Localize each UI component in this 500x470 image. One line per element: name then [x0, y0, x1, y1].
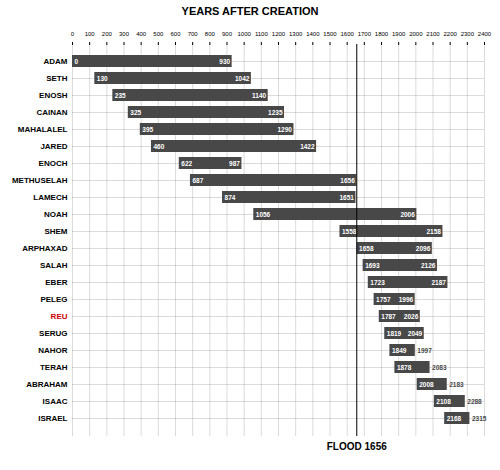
svg-text:ARPHAXAD: ARPHAXAD [22, 244, 68, 253]
svg-text:ISRAEL: ISRAEL [38, 414, 67, 423]
svg-text:NOAH: NOAH [44, 210, 68, 219]
svg-text:1651: 1651 [339, 194, 354, 201]
svg-text:235: 235 [115, 92, 126, 99]
svg-text:CAINAN: CAINAN [36, 108, 67, 117]
svg-text:2158: 2158 [426, 228, 441, 235]
html-text:YEARS AFTER CREATION: YEARS AFTER CREATION [181, 5, 319, 17]
svg-text:1693: 1693 [365, 262, 380, 269]
svg-text:2083: 2083 [432, 364, 447, 371]
svg-text:2100: 2100 [426, 31, 440, 37]
svg-text:1996: 1996 [399, 296, 414, 303]
svg-text:700: 700 [188, 31, 199, 37]
svg-text:REU: REU [51, 312, 68, 321]
svg-text:2108: 2108 [436, 398, 451, 405]
svg-text:ENOSH: ENOSH [39, 91, 68, 100]
svg-text:EBER: EBER [45, 278, 67, 287]
svg-text:460: 460 [153, 143, 164, 150]
svg-text:300: 300 [119, 31, 130, 37]
svg-text:0: 0 [71, 31, 75, 37]
svg-text:ISAAC: ISAAC [43, 397, 68, 406]
svg-text:1235: 1235 [268, 109, 283, 116]
svg-text:SHEM: SHEM [44, 227, 67, 236]
svg-text:1140: 1140 [252, 92, 266, 99]
svg-text:395: 395 [142, 126, 153, 133]
svg-text:0: 0 [75, 58, 79, 65]
svg-text:1500: 1500 [323, 31, 337, 37]
svg-text:SERUG: SERUG [39, 329, 67, 338]
svg-text:MAHALALEL: MAHALALEL [18, 125, 68, 134]
svg-text:2300: 2300 [461, 31, 475, 37]
svg-text:TERAH: TERAH [40, 363, 68, 372]
svg-text:2288: 2288 [467, 398, 482, 405]
svg-text:1400: 1400 [306, 31, 320, 37]
svg-text:2126: 2126 [421, 262, 436, 269]
svg-text:NAHOR: NAHOR [38, 346, 68, 355]
svg-text:2400: 2400 [478, 31, 492, 37]
svg-text:ENOCH: ENOCH [39, 159, 68, 168]
svg-text:1787: 1787 [381, 313, 396, 320]
svg-text:1558: 1558 [342, 228, 357, 235]
svg-text:2049: 2049 [408, 330, 423, 337]
svg-text:500: 500 [153, 31, 164, 37]
svg-text:1878: 1878 [397, 364, 412, 371]
svg-text:1819: 1819 [387, 330, 402, 337]
svg-text:900: 900 [222, 31, 233, 37]
svg-text:130: 130 [97, 75, 108, 82]
svg-text:2200: 2200 [443, 31, 457, 37]
svg-text:1300: 1300 [289, 31, 303, 37]
svg-text:2168: 2168 [447, 415, 462, 422]
svg-text:JARED: JARED [40, 142, 67, 151]
svg-text:METHUSELAH: METHUSELAH [12, 176, 68, 185]
svg-text:687: 687 [192, 177, 203, 184]
svg-text:SALAH: SALAH [40, 261, 68, 270]
svg-text:PELEG: PELEG [40, 295, 67, 304]
svg-text:1042: 1042 [235, 75, 250, 82]
svg-text:ADAM: ADAM [44, 57, 68, 66]
svg-text:1800: 1800 [375, 31, 389, 37]
svg-text:1656: 1656 [340, 177, 355, 184]
svg-text:2183: 2183 [449, 381, 464, 388]
svg-text:2006: 2006 [400, 211, 415, 218]
svg-text:1849: 1849 [392, 347, 407, 354]
svg-text:874: 874 [225, 194, 236, 201]
svg-text:SETH: SETH [46, 74, 68, 83]
svg-text:400: 400 [136, 31, 147, 37]
svg-text:2026: 2026 [404, 313, 419, 320]
svg-text:1600: 1600 [340, 31, 354, 37]
svg-text:1100: 1100 [255, 31, 269, 37]
svg-text:100: 100 [85, 31, 96, 37]
svg-text:2187: 2187 [431, 279, 446, 286]
svg-text:1658: 1658 [359, 245, 374, 252]
svg-text:ABRAHAM: ABRAHAM [26, 380, 68, 389]
svg-text:1997: 1997 [417, 347, 432, 354]
svg-text:1290: 1290 [277, 126, 292, 133]
svg-text:930: 930 [219, 58, 230, 65]
svg-text:622: 622 [181, 160, 192, 167]
svg-text:2315: 2315 [472, 415, 487, 422]
svg-text:1700: 1700 [358, 31, 372, 37]
svg-text:FLOOD 1656: FLOOD 1656 [327, 441, 387, 452]
svg-text:800: 800 [205, 31, 216, 37]
svg-text:1422: 1422 [300, 143, 315, 150]
svg-text:987: 987 [229, 160, 240, 167]
svg-text:1000: 1000 [237, 31, 251, 37]
svg-text:600: 600 [170, 31, 181, 37]
svg-text:1723: 1723 [370, 279, 385, 286]
svg-text:LAMECH: LAMECH [33, 193, 67, 202]
svg-text:2096: 2096 [416, 245, 431, 252]
svg-text:2000: 2000 [409, 31, 423, 37]
svg-text:2008: 2008 [419, 381, 434, 388]
svg-text:200: 200 [102, 31, 113, 37]
svg-text:1056: 1056 [256, 211, 271, 218]
svg-text:1900: 1900 [392, 31, 406, 37]
svg-text:1200: 1200 [272, 31, 286, 37]
svg-text:1757: 1757 [376, 296, 391, 303]
svg-text:325: 325 [130, 109, 141, 116]
